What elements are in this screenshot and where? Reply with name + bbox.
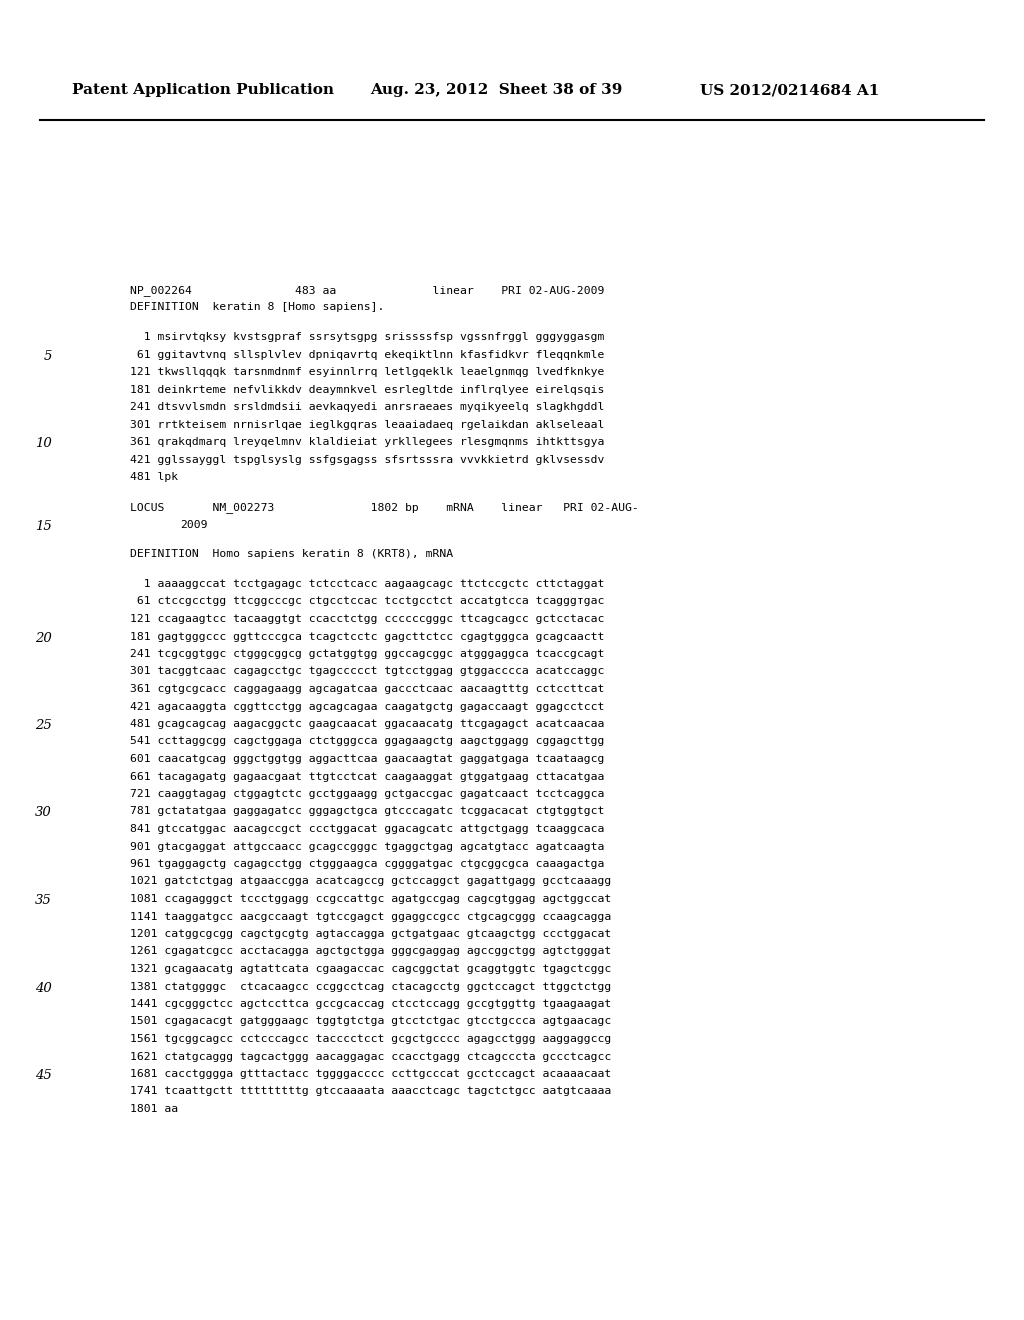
Text: DEFINITION  Homo sapiens keratin 8 (KRT8), mRNA: DEFINITION Homo sapiens keratin 8 (KRT8)…	[130, 549, 454, 560]
Text: Aug. 23, 2012  Sheet 38 of 39: Aug. 23, 2012 Sheet 38 of 39	[370, 83, 623, 96]
Text: 1501 cgagacacgt gatgggaagc tggtgtctga gtcctctgac gtcctgccca agtgaacagc: 1501 cgagacacgt gatgggaagc tggtgtctga gt…	[130, 1016, 611, 1027]
Text: 301 tacggtcaac cagagcctgc tgagccccct tgtcctggag gtggacccca acatccaggc: 301 tacggtcaac cagagcctgc tgagccccct tgt…	[130, 667, 604, 676]
Text: US 2012/0214684 A1: US 2012/0214684 A1	[700, 83, 880, 96]
Text: 30: 30	[35, 807, 52, 820]
Text: Patent Application Publication: Patent Application Publication	[72, 83, 334, 96]
Text: 1 msirvtqksy kvstsgpraf ssrsytsgpg srissssfsр vgssnfrggl gggyggasgm: 1 msirvtqksy kvstsgpraf ssrsytsgpg sriss…	[130, 333, 604, 342]
Text: 15: 15	[35, 520, 52, 532]
Text: DEFINITION  keratin 8 [Homo sapiens].: DEFINITION keratin 8 [Homo sapiens].	[130, 302, 384, 313]
Text: 421 gglssayggl tspglsyslg ssfgsgagss sfsrtsssra vvvkkietrd gklvsessdv: 421 gglssayggl tspglsyslg ssfgsgagss sfs…	[130, 455, 604, 465]
Text: 61 ctccgcctgg ttcggcccgc ctgcctccac tcctgcctct accatgtcca tcagggтgac: 61 ctccgcctgg ttcggcccgc ctgcctccac tcct…	[130, 597, 604, 606]
Text: 1141 taaggatgcc aacgccaagt tgtccgagct ggaggccgcc ctgcagcggg ccaagcagga: 1141 taaggatgcc aacgccaagt tgtccgagct gg…	[130, 912, 611, 921]
Text: 241 tcgcggtggc ctgggcggcg gctatggtgg ggccagcggc atgggaggca tcaccgcagt: 241 tcgcggtggc ctgggcggcg gctatggtgg ggc…	[130, 649, 604, 659]
Text: 10: 10	[35, 437, 52, 450]
Text: 1561 tgcggcagcc cctcccagcc tacccctcct gcgctgcccc agagcctggg aaggaggccg: 1561 tgcggcagcc cctcccagcc tacccctcct gc…	[130, 1034, 611, 1044]
Text: 961 tgaggagctg cagagcctgg ctgggaagca cggggatgac ctgcggcgca caaagactga: 961 tgaggagctg cagagcctgg ctgggaagca cgg…	[130, 859, 604, 869]
Text: 601 caacatgcag gggctggtgg aggacttcaa gaacaagtat gaggatgaga tcaataagcg: 601 caacatgcag gggctggtgg aggacttcaa gaa…	[130, 754, 604, 764]
Text: 1 aaaaggccat tcctgagagc tctcctcacc aagaagcagc ttctccgctc cttctaggat: 1 aaaaggccat tcctgagagc tctcctcacc aagaa…	[130, 579, 604, 589]
Text: 20: 20	[35, 631, 52, 644]
Text: 2009: 2009	[180, 520, 208, 529]
Text: 121 tkwsllqqqk tarsnmdnmf esyinnlrrq letlgqeklk leaelgnmqg lvedfknkye: 121 tkwsllqqqk tarsnmdnmf esyinnlrrq let…	[130, 367, 604, 378]
Text: 481 gcagcagcag aagacggctc gaagcaacat ggacaacatg ttcgagagct acatcaacaa: 481 gcagcagcag aagacggctc gaagcaacat gga…	[130, 719, 604, 729]
Text: 541 ccttaggcgg cagctggaga ctctgggcca ggagaagctg aagctggagg cggagcttgg: 541 ccttaggcgg cagctggaga ctctgggcca gga…	[130, 737, 604, 747]
Text: 1321 gcagaacatg agtattcata cgaagaccac cagcggctat gcaggtggtc tgagctcggc: 1321 gcagaacatg agtattcata cgaagaccac ca…	[130, 964, 611, 974]
Text: 25: 25	[35, 719, 52, 733]
Text: 45: 45	[35, 1069, 52, 1082]
Text: NP_002264               483 aa              linear    PRI 02-AUG-2009: NP_002264 483 aa linear PRI 02-AUG-2009	[130, 285, 604, 296]
Text: 121 ccagaagtcc tacaaggtgt ccacctctgg ccccccgggc ttcagcagcc gctcctacac: 121 ccagaagtcc tacaaggtgt ccacctctgg ccc…	[130, 614, 604, 624]
Text: 481 lpk: 481 lpk	[130, 473, 178, 482]
Text: 1741 tcaattgctt tttttttttg gtccaaaata aaacctcagc tagctctgcc aatgtcaaaa: 1741 tcaattgctt tttttttttg gtccaaaata aa…	[130, 1086, 611, 1097]
Text: 901 gtacgaggat attgccaacc gcagccgggc tgaggctgag agcatgtacc agatcaagta: 901 gtacgaggat attgccaacc gcagccgggc tga…	[130, 842, 604, 851]
Text: 1201 catggcgcgg cagctgcgtg agtaccagga gctgatgaac gtcaagctgg ccctggacat: 1201 catggcgcgg cagctgcgtg agtaccagga gc…	[130, 929, 611, 939]
Text: 181 gagtgggccc ggttcccgca tcagctcctc gagcttctcc cgagtgggca gcagcaactt: 181 gagtgggccc ggttcccgca tcagctcctc gag…	[130, 631, 604, 642]
Text: 1801 aa: 1801 aa	[130, 1104, 178, 1114]
Text: 5: 5	[44, 350, 52, 363]
Text: 1381 ctatggggc  ctcacaagcc ccggcctcag ctacagcctg ggctccagct ttggctctgg: 1381 ctatggggc ctcacaagcc ccggcctcag cta…	[130, 982, 611, 991]
Text: 1021 gatctctgag atgaaccgga acatcagccg gctccaggct gagattgagg gcctcaaagg: 1021 gatctctgag atgaaccgga acatcagccg gc…	[130, 876, 611, 887]
Text: 61 ggitavtvnq sllsplvlev dpniqavrtq ekeqiktlnn kfasfidkvr fleqqnkmle: 61 ggitavtvnq sllsplvlev dpniqavrtq ekeq…	[130, 350, 604, 360]
Text: 361 qrakqdmarq lreyqelmnv klaldieiat yrkllegees rlesgmqnms ihtkttsgya: 361 qrakqdmarq lreyqelmnv klaldieiat yrk…	[130, 437, 604, 447]
Text: 721 caaggtagag ctggagtctc gcctggaagg gctgaccgac gagatcaact tcctcaggca: 721 caaggtagag ctggagtctc gcctggaagg gct…	[130, 789, 604, 799]
Text: 181 deinkrteme nefvlikkdv deaymnkvel esrlegltde inflrqlyee eirelqsqis: 181 deinkrteme nefvlikkdv deaymnkvel esr…	[130, 384, 604, 395]
Text: 781 gctatatgaa gaggagatcc gggagctgca gtcccagatc tcggacacat ctgtggtgct: 781 gctatatgaa gaggagatcc gggagctgca gtc…	[130, 807, 604, 817]
Text: 241 dtsvvlsmdn srsldmdsii aevkaqyedi anrsraeaes myqikyeelq slagkhgddl: 241 dtsvvlsmdn srsldmdsii aevkaqyedi anr…	[130, 403, 604, 412]
Text: 1621 ctatgcaggg tagcactggg aacaggagac ccacctgagg ctcagcccta gccctcagcc: 1621 ctatgcaggg tagcactggg aacaggagac cc…	[130, 1052, 611, 1061]
Text: 1261 cgagatcgcc acctacagga agctgctgga gggcgaggag agccggctgg agtctgggat: 1261 cgagatcgcc acctacagga agctgctgga gg…	[130, 946, 611, 957]
Text: 841 gtccatggac aacagccgct ccctggacat ggacagcatc attgctgagg tcaaggcaca: 841 gtccatggac aacagccgct ccctggacat gga…	[130, 824, 604, 834]
Text: 661 tacagagatg gagaacgaat ttgtcctcat caagaaggat gtggatgaag cttacatgaa: 661 tacagagatg gagaacgaat ttgtcctcat caa…	[130, 771, 604, 781]
Text: 301 rrtkteisem nrnisrlqae ieglkgqras leaaiadaeq rgelaikdan aklseleaal: 301 rrtkteisem nrnisrlqae ieglkgqras lea…	[130, 420, 604, 430]
Text: 1681 cacctgggga gtttactacc tggggacccc ccttgcccat gcctccagct acaaaacaat: 1681 cacctgggga gtttactacc tggggacccc cc…	[130, 1069, 611, 1078]
Text: 1081 ccagagggct tccctggagg ccgccattgc agatgccgag cagcgtggag agctggccat: 1081 ccagagggct tccctggagg ccgccattgc ag…	[130, 894, 611, 904]
Text: 421 agacaaggta cggttcctgg agcagcagaa caagatgctg gagaccaagt ggagcctcct: 421 agacaaggta cggttcctgg agcagcagaa caa…	[130, 701, 604, 711]
Text: 35: 35	[35, 894, 52, 907]
Text: 361 cgtgcgcacc caggagaagg agcagatcaa gaccctcaac aacaagtttg cctccttcat: 361 cgtgcgcacc caggagaagg agcagatcaa gac…	[130, 684, 604, 694]
Text: LOCUS       NM_002273              1802 bp    mRNA    linear   PRI 02-AUG-: LOCUS NM_002273 1802 bp mRNA linear PRI …	[130, 502, 639, 513]
Text: 40: 40	[35, 982, 52, 994]
Text: 1441 cgcgggctcc agctccttca gccgcaccag ctcctccagg gccgtggttg tgaagaagat: 1441 cgcgggctcc agctccttca gccgcaccag ct…	[130, 999, 611, 1008]
